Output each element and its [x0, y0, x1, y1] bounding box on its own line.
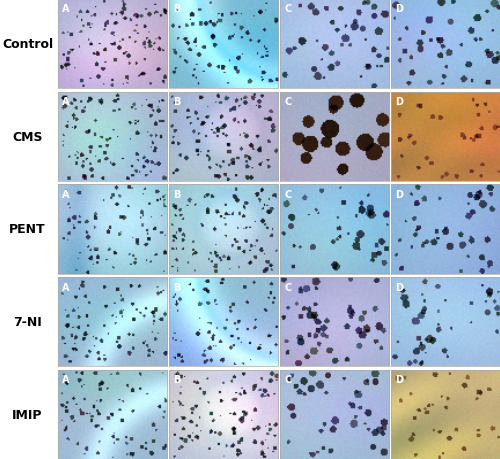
Text: B: B: [173, 282, 180, 292]
Text: D: D: [395, 282, 403, 292]
Text: A: A: [62, 97, 70, 107]
Text: A: A: [62, 375, 70, 385]
Text: D: D: [395, 375, 403, 385]
Text: IMIP: IMIP: [12, 408, 43, 421]
Text: C: C: [284, 5, 292, 14]
Text: C: C: [284, 190, 292, 200]
Text: D: D: [395, 5, 403, 14]
Text: D: D: [395, 190, 403, 200]
Text: C: C: [284, 375, 292, 385]
Text: 7-NI: 7-NI: [13, 315, 42, 329]
Text: B: B: [173, 375, 180, 385]
Text: A: A: [62, 282, 70, 292]
Text: A: A: [62, 190, 70, 200]
Text: B: B: [173, 97, 180, 107]
Text: B: B: [173, 190, 180, 200]
Text: B: B: [173, 5, 180, 14]
Text: CMS: CMS: [12, 130, 43, 144]
Text: Control: Control: [2, 38, 53, 51]
Text: A: A: [62, 5, 70, 14]
Text: D: D: [395, 97, 403, 107]
Text: C: C: [284, 282, 292, 292]
Text: PENT: PENT: [9, 223, 46, 236]
Text: C: C: [284, 97, 292, 107]
